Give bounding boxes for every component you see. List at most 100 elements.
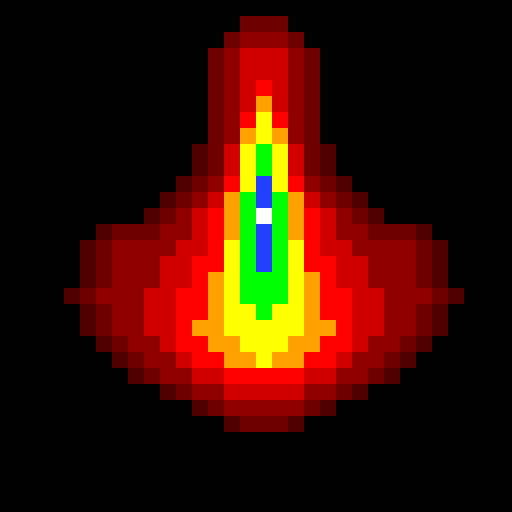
heatmap-cell: [176, 240, 192, 256]
heatmap-cell: [224, 416, 240, 432]
heatmap-cell: [80, 240, 96, 256]
heatmap-cell: [240, 192, 256, 208]
heatmap-cell: [176, 288, 192, 304]
heatmap-cell: [240, 400, 256, 416]
heatmap-cell: [320, 160, 336, 176]
heatmap-cell: [176, 176, 192, 192]
heatmap-cell: [272, 32, 288, 48]
heatmap-cell: [256, 80, 272, 96]
heatmap-cell: [352, 288, 368, 304]
heatmap-cell: [384, 256, 400, 272]
heatmap-cell: [144, 320, 160, 336]
heatmap-cell: [160, 272, 176, 288]
heatmap-cell: [272, 96, 288, 112]
heatmap-cell: [320, 304, 336, 320]
heatmap-cell: [224, 320, 240, 336]
heatmap-cell: [416, 272, 432, 288]
heatmap-cell: [256, 112, 272, 128]
heatmap-cell: [192, 272, 208, 288]
heatmap-cell: [400, 336, 416, 352]
heatmap-cell: [240, 304, 256, 320]
heatmap-cell: [208, 192, 224, 208]
heatmap-cell: [208, 176, 224, 192]
heatmap-cell: [256, 336, 272, 352]
heatmap-cell: [208, 112, 224, 128]
heatmap-cell: [128, 304, 144, 320]
heatmap-cell: [432, 288, 448, 304]
heatmap-cell: [256, 352, 272, 368]
heatmap-cell: [144, 240, 160, 256]
heatmap-cell: [96, 256, 112, 272]
heatmap-cell: [208, 304, 224, 320]
heatmap-cell: [208, 64, 224, 80]
heatmap-cell: [208, 80, 224, 96]
heatmap-cell: [240, 160, 256, 176]
heatmap-cell: [224, 224, 240, 240]
heatmap-cell: [384, 224, 400, 240]
heatmap-cell: [192, 384, 208, 400]
heatmap-cell: [352, 304, 368, 320]
heatmap-cell: [304, 240, 320, 256]
heatmap-cell: [112, 256, 128, 272]
heatmap-cell: [288, 208, 304, 224]
heatmap-cell: [192, 368, 208, 384]
heatmap-cell: [112, 336, 128, 352]
heatmap-cell: [288, 368, 304, 384]
heatmap-cell: [192, 288, 208, 304]
heatmap-cell: [288, 384, 304, 400]
heatmap-cell: [304, 192, 320, 208]
heatmap-cell: [416, 224, 432, 240]
heatmap-cell: [192, 400, 208, 416]
heatmap-cell: [336, 320, 352, 336]
heatmap-cell: [240, 96, 256, 112]
heatmap-cell: [192, 336, 208, 352]
heatmap-cell: [224, 144, 240, 160]
heatmap-cell: [272, 224, 288, 240]
heatmap-cell: [256, 368, 272, 384]
heatmap-cell: [288, 112, 304, 128]
heatmap-cell: [416, 256, 432, 272]
heatmap-cell: [352, 192, 368, 208]
heatmap-cell: [288, 192, 304, 208]
heatmap-cell: [192, 224, 208, 240]
heatmap-cell: [272, 128, 288, 144]
heatmap-cell: [224, 336, 240, 352]
heatmap-cell: [208, 48, 224, 64]
heatmap-cell: [288, 224, 304, 240]
heatmap-cell: [320, 400, 336, 416]
heatmap-cell: [192, 304, 208, 320]
heatmap-cell: [192, 176, 208, 192]
heatmap-cell: [240, 256, 256, 272]
heatmap-cell: [416, 336, 432, 352]
heatmap-cell: [272, 144, 288, 160]
heatmap-cell: [96, 336, 112, 352]
heatmap-cell: [400, 288, 416, 304]
heatmap-cell: [288, 64, 304, 80]
heatmap-cell: [224, 160, 240, 176]
heatmap-cell: [272, 368, 288, 384]
heatmap-cell: [256, 144, 272, 160]
heatmap-cell: [112, 240, 128, 256]
heatmap-cell: [288, 32, 304, 48]
heatmap-cell: [368, 352, 384, 368]
heatmap-cell: [272, 80, 288, 96]
heatmap-cell: [256, 48, 272, 64]
heatmap-cell: [96, 224, 112, 240]
heatmap-cell: [368, 368, 384, 384]
heatmap-cell: [256, 96, 272, 112]
heatmap-cell: [416, 304, 432, 320]
heatmap-cell: [400, 224, 416, 240]
heatmap-cell: [224, 96, 240, 112]
heatmap-cell: [352, 320, 368, 336]
heatmap-cell: [256, 128, 272, 144]
heatmap-cell: [336, 352, 352, 368]
heatmap-cell: [192, 192, 208, 208]
heatmap-cell: [336, 336, 352, 352]
heatmap-cell: [368, 288, 384, 304]
heatmap-cell: [304, 272, 320, 288]
heatmap-cell: [320, 224, 336, 240]
heatmap-cell: [240, 368, 256, 384]
heatmap-cell: [144, 224, 160, 240]
heatmap-cell: [80, 320, 96, 336]
heatmap-cell: [384, 320, 400, 336]
